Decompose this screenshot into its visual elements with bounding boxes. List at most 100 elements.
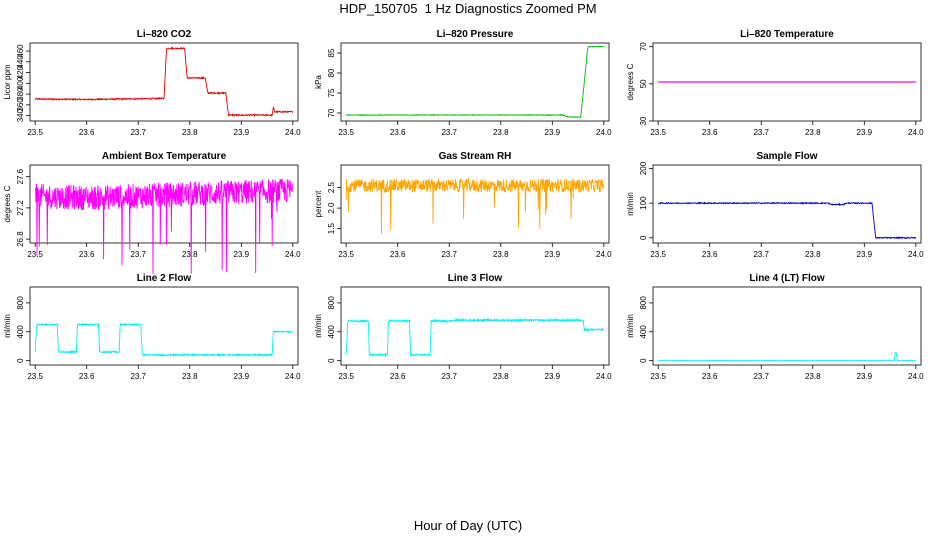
- x-tick-label: 24.0: [908, 128, 924, 137]
- x-tick-label: 23.7: [130, 250, 146, 259]
- y-tick-label: 0: [639, 235, 648, 240]
- y-tick-label: 100: [639, 196, 648, 210]
- x-tick-label: 23.7: [753, 128, 769, 137]
- x-tick-label: 24.0: [285, 372, 301, 381]
- y-tick-label: 27.2: [16, 200, 25, 216]
- x-tick-label: 23.8: [805, 372, 821, 381]
- y-axis-label: ml/min: [626, 314, 635, 338]
- plot-frame: [652, 42, 922, 122]
- x-tick-label: 23.6: [390, 250, 406, 259]
- x-tick-label: 23.7: [441, 372, 457, 381]
- x-tick-label: 23.9: [857, 128, 873, 137]
- x-tick-label: 23.8: [805, 250, 821, 259]
- x-tick-label: 23.5: [338, 250, 354, 259]
- data-series-line: [345, 177, 605, 234]
- data-series-line: [34, 46, 293, 118]
- x-tick-label: 23.5: [27, 372, 43, 381]
- x-tick-label: 24.0: [596, 250, 612, 259]
- y-tick-label: 420: [16, 65, 25, 79]
- plot-frame: [340, 164, 610, 244]
- y-axis-label: ml/min: [3, 314, 12, 338]
- panel-6: Sample Flow 23.5 23.6 23.7 23.8 23.9 24.0 0 100 2…: [626, 151, 924, 259]
- x-tick-label: 24.0: [596, 372, 612, 381]
- y-axis-label: percent: [314, 190, 323, 217]
- plot-frame: [340, 42, 610, 122]
- x-tick-label: 23.6: [390, 372, 406, 381]
- y-tick-label: 80: [327, 68, 336, 77]
- x-tick-label: 23.7: [130, 128, 146, 137]
- y-tick-label: 400: [16, 325, 25, 339]
- panel-1: Li–820 CO2 23.5 23.6 23.7 23.8 23.9 24.0 340360…: [3, 29, 301, 137]
- y-tick-label: 440: [16, 55, 25, 69]
- panel-3: Li–820 Temperature 23.5 23.6 23.7 23.8 23.9 24…: [626, 29, 924, 137]
- x-tick-label: 23.5: [650, 372, 666, 381]
- y-tick-label: 460: [16, 44, 25, 58]
- panel-title: Li–820 Temperature: [740, 29, 834, 40]
- data-series-line: [346, 45, 605, 119]
- x-tick-label: 23.7: [441, 128, 457, 137]
- data-series-line: [34, 322, 293, 358]
- y-tick-label: 1.5: [327, 223, 336, 235]
- x-tick-label: 24.0: [908, 372, 924, 381]
- x-tick-label: 24.0: [285, 250, 301, 259]
- y-tick-label: 400: [327, 325, 336, 339]
- y-tick-label: 70: [639, 42, 648, 51]
- y-axis-label: degrees C: [626, 63, 635, 100]
- x-tick-label: 23.8: [805, 128, 821, 137]
- plot-frame: [29, 42, 299, 122]
- x-tick-label: 23.6: [702, 128, 718, 137]
- y-tick-label: 30: [639, 116, 648, 125]
- y-tick-label: 380: [16, 87, 25, 101]
- x-tick-label: 23.9: [857, 372, 873, 381]
- figure-title: HDP_150705 1 Hz Diagnostics Zoomed PM: [339, 1, 597, 16]
- x-tick-label: 23.8: [493, 128, 509, 137]
- panel-title: Li–820 Pressure: [437, 29, 514, 40]
- y-tick-label: 0: [639, 358, 648, 363]
- x-tick-label: 23.9: [857, 250, 873, 259]
- x-tick-label: 23.5: [27, 250, 43, 259]
- panel-title: Line 2 Flow: [137, 273, 192, 284]
- x-tick-label: 23.9: [545, 250, 561, 259]
- y-tick-label: 50: [639, 79, 648, 88]
- x-tick-label: 23.8: [493, 250, 509, 259]
- x-tick-label: 23.5: [650, 250, 666, 259]
- data-series-line: [34, 178, 294, 275]
- panel-title: Li–820 CO2: [137, 29, 192, 40]
- data-series-line: [657, 201, 917, 240]
- x-tick-label: 23.9: [545, 372, 561, 381]
- x-tick-label: 23.9: [234, 372, 250, 381]
- x-tick-label: 24.0: [908, 250, 924, 259]
- x-tick-label: 23.6: [702, 372, 718, 381]
- x-tick-label: 23.8: [182, 250, 198, 259]
- x-tick-label: 23.7: [753, 372, 769, 381]
- y-tick-label: 340: [16, 108, 25, 122]
- x-tick-label: 23.6: [79, 250, 95, 259]
- x-tick-label: 23.9: [234, 250, 250, 259]
- y-tick-label: 2.0: [327, 202, 336, 214]
- y-axis-label: ml/min: [626, 192, 635, 216]
- x-tick-label: 23.6: [702, 250, 718, 259]
- panel-title: Gas Stream RH: [439, 151, 512, 162]
- x-tick-label: 23.6: [390, 128, 406, 137]
- y-axis-label: degrees C: [3, 185, 12, 222]
- x-tick-label: 24.0: [285, 128, 301, 137]
- y-tick-label: 27.6: [16, 168, 25, 184]
- panel-title: Line 3 Flow: [448, 273, 503, 284]
- x-tick-label: 23.5: [338, 128, 354, 137]
- x-axis-caption: Hour of Day (UTC): [413, 518, 523, 533]
- y-tick-label: 0: [16, 358, 25, 363]
- y-tick-label: 26.8: [16, 231, 25, 247]
- y-tick-label: 85: [327, 48, 336, 57]
- y-tick-label: 2.5: [327, 181, 336, 193]
- plot-frame: [29, 164, 299, 244]
- panel-4: Ambient Box Temperature 23.5 23.6 23.7 23.8 2…: [3, 151, 301, 275]
- x-tick-label: 23.8: [493, 372, 509, 381]
- y-tick-label: 360: [16, 98, 25, 112]
- panel-title: Sample Flow: [756, 151, 817, 162]
- panel-7: Line 2 Flow 23.5 23.6 23.7 23.8 23.9 24.0 0 400 8…: [3, 273, 301, 381]
- y-axis-label: kPa: [314, 75, 323, 89]
- y-tick-label: 800: [639, 296, 648, 310]
- y-tick-label: 400: [639, 325, 648, 339]
- x-tick-label: 24.0: [596, 128, 612, 137]
